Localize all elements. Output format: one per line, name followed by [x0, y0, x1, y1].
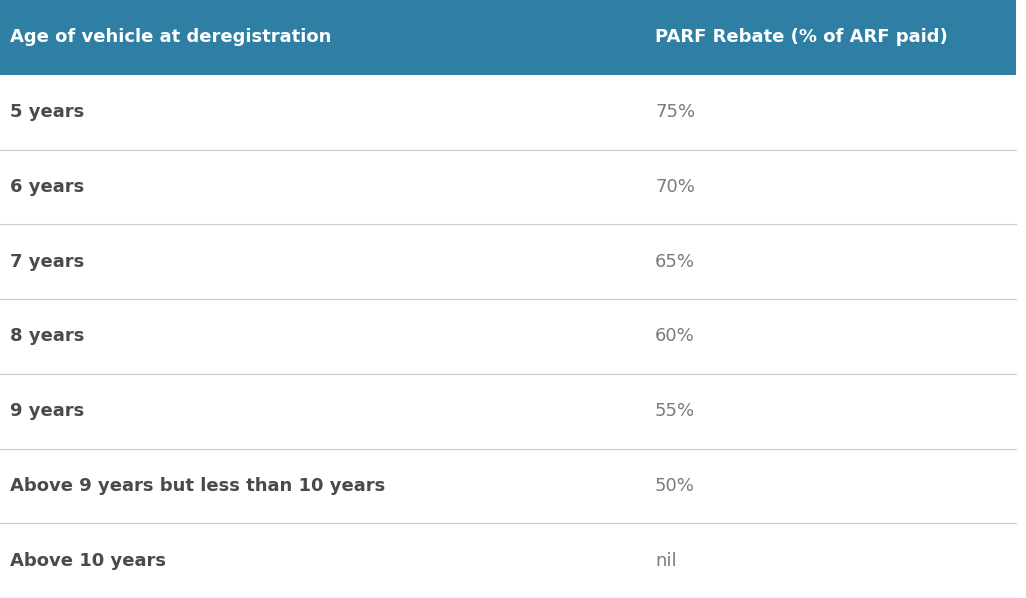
Bar — [0, 150, 1016, 224]
Bar — [0, 374, 1016, 448]
Bar — [0, 523, 1016, 598]
Bar — [0, 75, 1016, 150]
Bar — [0, 299, 1016, 374]
Text: 5 years: 5 years — [10, 103, 84, 121]
Text: Age of vehicle at deregistration: Age of vehicle at deregistration — [10, 28, 331, 47]
Bar — [0, 0, 1016, 75]
Text: Above 9 years but less than 10 years: Above 9 years but less than 10 years — [10, 477, 386, 495]
Text: PARF Rebate (% of ARF paid): PARF Rebate (% of ARF paid) — [655, 28, 948, 47]
Text: 55%: 55% — [655, 402, 696, 420]
Text: 65%: 65% — [655, 252, 695, 271]
Text: 9 years: 9 years — [10, 402, 84, 420]
Text: 6 years: 6 years — [10, 178, 84, 196]
Text: 75%: 75% — [655, 103, 696, 121]
Bar — [0, 448, 1016, 523]
Text: 60%: 60% — [655, 327, 695, 346]
Text: 70%: 70% — [655, 178, 695, 196]
Text: 8 years: 8 years — [10, 327, 84, 346]
Text: Above 10 years: Above 10 years — [10, 551, 166, 570]
Bar — [0, 224, 1016, 299]
Text: 7 years: 7 years — [10, 252, 84, 271]
Text: 50%: 50% — [655, 477, 695, 495]
Text: nil: nil — [655, 551, 676, 570]
